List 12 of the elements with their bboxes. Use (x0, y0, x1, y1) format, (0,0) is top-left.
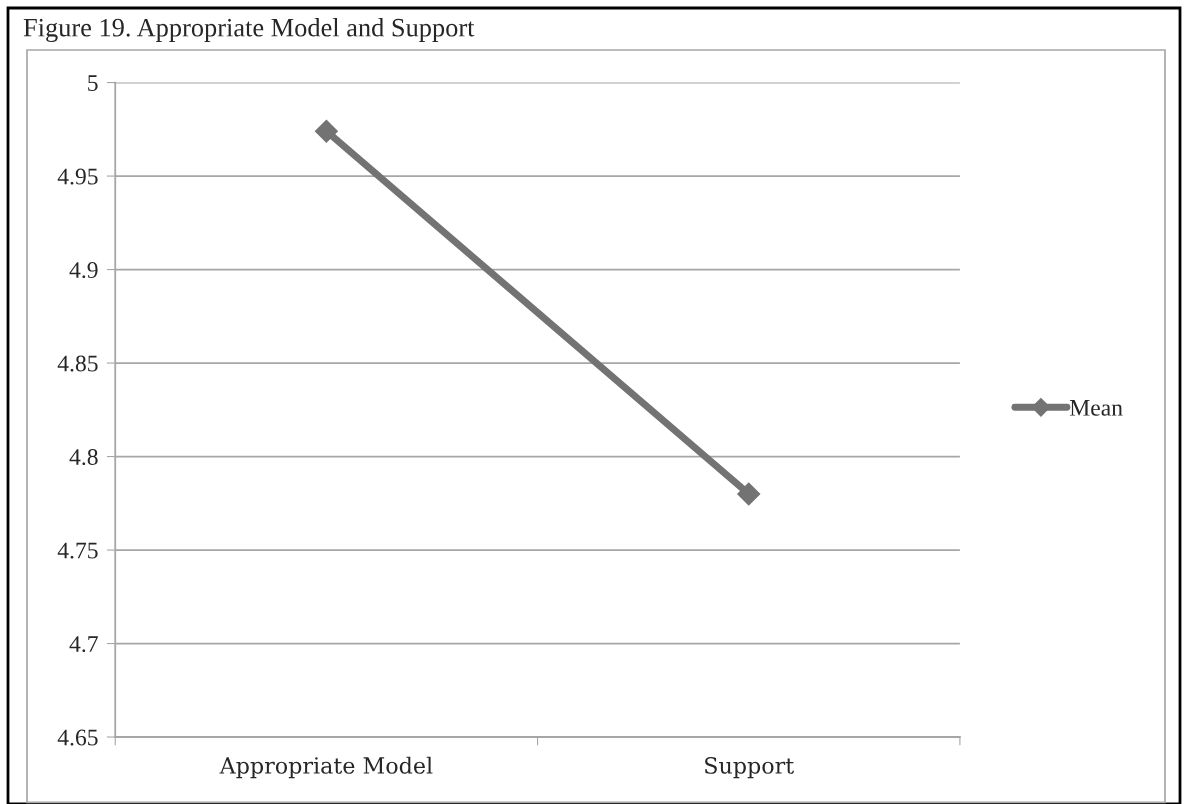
chart-title: Figure 19. Appropriate Model and Support (23, 18, 475, 42)
x-tick-label: Support (705, 757, 795, 779)
y-tick-label: 5 (88, 75, 98, 91)
y-tick-label: 4.65 (57, 729, 98, 746)
y-tick-label: 4.75 (57, 542, 98, 559)
legend-label: Mean (1069, 400, 1123, 416)
y-tick-label: 4.7 (69, 636, 98, 653)
y-tick-label: 4.9 (69, 262, 98, 279)
y-tick-label: 4.95 (57, 168, 98, 185)
y-tick-label: 4.85 (57, 355, 98, 372)
x-tick-label: Appropriate Model (219, 756, 433, 779)
y-tick-label: 4.8 (69, 449, 98, 466)
